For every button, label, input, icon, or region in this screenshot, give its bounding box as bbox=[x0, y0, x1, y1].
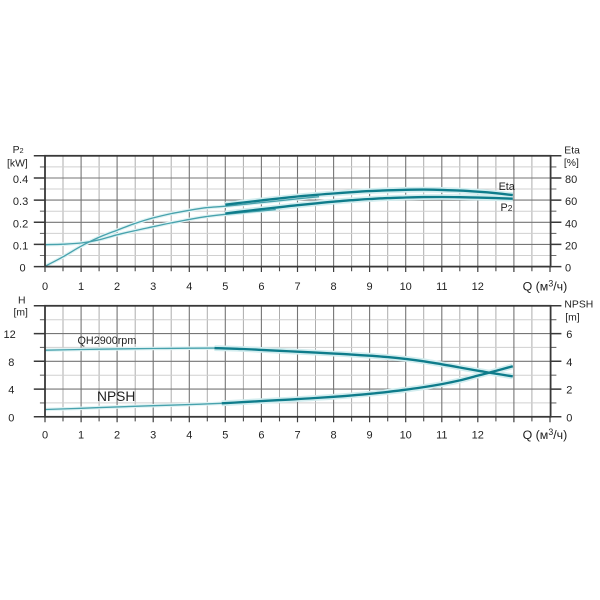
svg-text:0.1: 0.1 bbox=[13, 240, 28, 252]
svg-text:9: 9 bbox=[367, 281, 373, 293]
svg-text:6: 6 bbox=[258, 429, 264, 441]
svg-text:11: 11 bbox=[436, 429, 447, 441]
svg-text:11: 11 bbox=[436, 281, 447, 293]
svg-text:[kW]: [kW] bbox=[7, 158, 28, 169]
svg-text:0.3: 0.3 bbox=[13, 196, 28, 208]
svg-text:4: 4 bbox=[8, 385, 14, 397]
svg-text:1: 1 bbox=[78, 281, 84, 293]
svg-text:0.2: 0.2 bbox=[13, 218, 28, 230]
svg-text:7: 7 bbox=[294, 281, 300, 293]
svg-text:2: 2 bbox=[114, 429, 120, 441]
svg-text:2: 2 bbox=[114, 281, 120, 293]
svg-text:4: 4 bbox=[186, 281, 192, 293]
svg-text:0: 0 bbox=[8, 412, 14, 424]
svg-text:8: 8 bbox=[331, 281, 337, 293]
svg-text:0: 0 bbox=[566, 412, 572, 424]
svg-text:5: 5 bbox=[222, 281, 228, 293]
svg-text:NPSH: NPSH bbox=[564, 300, 593, 311]
svg-text:12: 12 bbox=[4, 329, 16, 341]
svg-text:4: 4 bbox=[566, 357, 572, 369]
svg-text:6: 6 bbox=[566, 329, 572, 341]
svg-text:0.4: 0.4 bbox=[13, 174, 28, 186]
svg-text:0: 0 bbox=[42, 429, 48, 441]
svg-text:60: 60 bbox=[565, 196, 577, 208]
svg-text:20: 20 bbox=[565, 240, 577, 252]
svg-text:1: 1 bbox=[78, 429, 84, 441]
svg-text:[m]: [m] bbox=[14, 308, 29, 319]
svg-text:[m]: [m] bbox=[565, 313, 580, 324]
svg-text:P2: P2 bbox=[13, 145, 24, 156]
svg-text:10: 10 bbox=[400, 429, 412, 441]
svg-text:8: 8 bbox=[331, 429, 337, 441]
svg-text:12: 12 bbox=[472, 429, 484, 441]
svg-text:9: 9 bbox=[367, 429, 373, 441]
svg-text:NPSH: NPSH bbox=[97, 389, 135, 404]
svg-text:0: 0 bbox=[42, 281, 48, 293]
svg-text:Q (м3/ч): Q (м3/ч) bbox=[523, 427, 568, 442]
svg-text:Eta: Eta bbox=[564, 146, 580, 157]
svg-text:7: 7 bbox=[294, 429, 300, 441]
svg-text:5: 5 bbox=[222, 429, 228, 441]
svg-text:P2: P2 bbox=[501, 202, 513, 214]
svg-text:10: 10 bbox=[400, 281, 412, 293]
svg-text:2: 2 bbox=[566, 385, 572, 397]
svg-text:3: 3 bbox=[150, 281, 156, 293]
svg-text:0: 0 bbox=[19, 263, 25, 275]
svg-text:Eta: Eta bbox=[499, 181, 515, 193]
svg-text:Q (м3/ч): Q (м3/ч) bbox=[523, 279, 568, 294]
svg-text:6: 6 bbox=[258, 281, 264, 293]
svg-text:80: 80 bbox=[565, 174, 577, 186]
svg-text:0: 0 bbox=[565, 263, 571, 275]
svg-text:4: 4 bbox=[186, 429, 192, 441]
svg-text:8: 8 bbox=[8, 357, 14, 369]
svg-text:QH2900rpm: QH2900rpm bbox=[78, 335, 137, 347]
svg-text:H: H bbox=[18, 295, 26, 306]
svg-text:12: 12 bbox=[472, 281, 484, 293]
svg-text:3: 3 bbox=[150, 429, 156, 441]
svg-text:[%]: [%] bbox=[564, 158, 579, 169]
svg-text:40: 40 bbox=[565, 218, 577, 230]
